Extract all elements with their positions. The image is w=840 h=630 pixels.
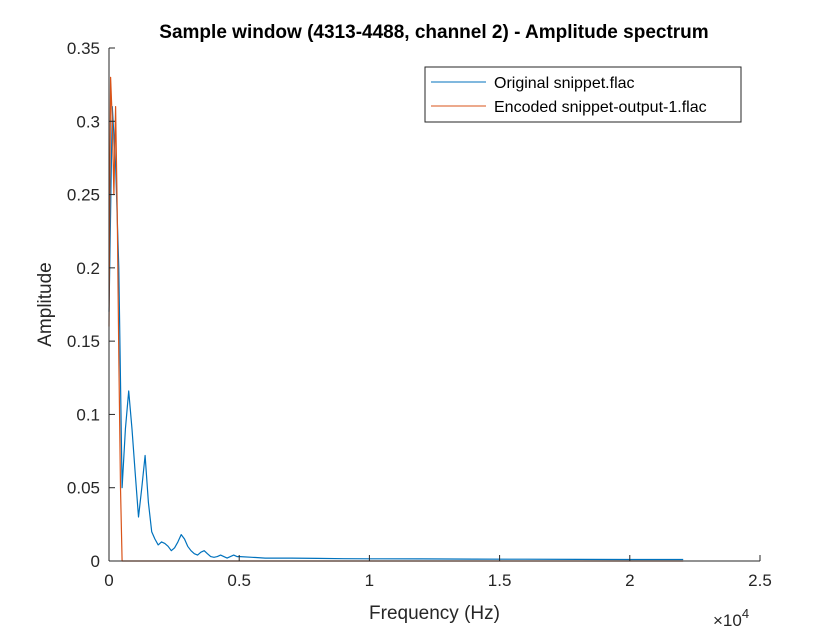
x-tick-label: 1: [365, 571, 374, 590]
legend: Original snippet.flac Encoded snippet-ou…: [424, 66, 742, 123]
x-tick-label: 0.5: [227, 571, 251, 590]
y-tick-label: 0.05: [67, 479, 100, 498]
y-tick-label: 0.35: [67, 39, 100, 58]
x-axis-exponent-base: ×10: [713, 611, 742, 630]
y-tick-label: 0.2: [76, 259, 100, 278]
y-tick-label: 0.1: [76, 405, 100, 424]
x-axis-exponent: ×104: [713, 606, 749, 630]
legend-label-original: Original snippet.flac: [494, 75, 635, 92]
y-tick-label: 0: [91, 552, 100, 571]
x-tick-label: 2.5: [748, 571, 772, 590]
axes-layer: 0 0.5 1 1.5 2 2.5 0 0.05 0.1 0.15 0.2 0.25 0.3 0.35: [67, 39, 772, 590]
y-tick-label: 0.25: [67, 186, 100, 205]
x-tick-label: 2: [625, 571, 634, 590]
x-axis-exponent-power: 4: [742, 606, 749, 621]
series-line-original: [108, 105, 684, 561]
legend-box: [424, 66, 742, 123]
x-axis-label: Frequency (Hz): [369, 603, 500, 624]
plot-area: [109, 48, 760, 561]
x-tick-label: 0: [104, 571, 113, 590]
y-tick-label: 0.3: [76, 112, 100, 131]
x-tick-label: 1.5: [488, 571, 512, 590]
chart-title: Sample window (4313-4488, channel 2) - A…: [159, 22, 708, 43]
y-tick-label: 0.15: [67, 332, 100, 351]
legend-label-encoded: Encoded snippet-output-1.flac: [494, 99, 707, 116]
y-axis-label: Amplitude: [35, 262, 56, 347]
